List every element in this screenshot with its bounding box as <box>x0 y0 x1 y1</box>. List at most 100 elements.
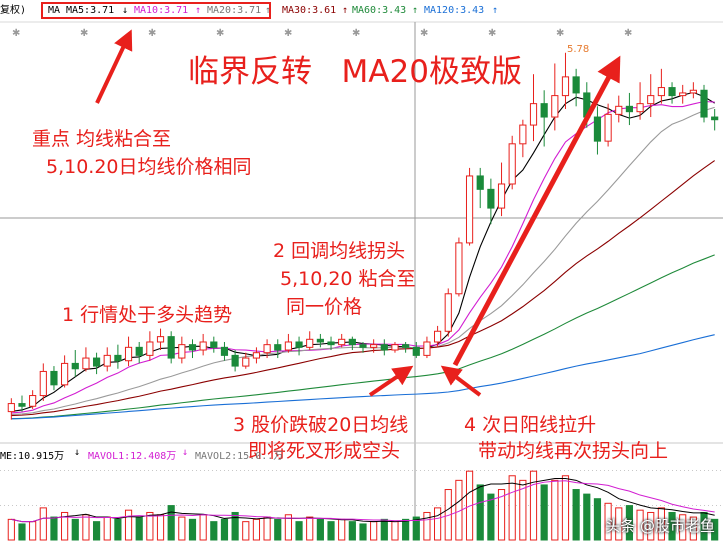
grid-dot <box>104 470 105 471</box>
grid-dot <box>368 505 369 506</box>
grid-dot <box>244 505 245 506</box>
volume-bar <box>508 475 516 541</box>
grid-dot <box>44 470 45 471</box>
grid-dot <box>644 470 645 471</box>
note-3-line2: 即将死叉形成空头 <box>248 440 401 462</box>
candlestick <box>476 167 484 209</box>
candle-body <box>167 336 175 359</box>
candlestick <box>338 333 346 348</box>
grid-dot <box>192 505 193 506</box>
grid-dot <box>432 505 433 506</box>
candle-body <box>61 362 69 386</box>
volume-bar <box>242 521 250 541</box>
candle-body <box>700 89 708 118</box>
arrow-breakout <box>452 55 621 367</box>
candlestick <box>103 347 111 372</box>
grid-dot <box>652 470 653 471</box>
candlestick <box>306 331 314 351</box>
note-2-line2: 5,10,20 粘合至 <box>280 268 416 290</box>
grid-dot <box>640 470 641 471</box>
grid-dot <box>476 470 477 471</box>
volume-bar <box>327 521 335 541</box>
candle-body <box>178 344 186 359</box>
grid-dot <box>464 505 465 506</box>
grid-dot <box>360 505 361 506</box>
grid-dot <box>424 505 425 506</box>
volume-bar <box>689 516 697 541</box>
grid-dot <box>332 505 333 506</box>
grid-dot <box>12 505 13 506</box>
grid-dot <box>412 505 413 506</box>
grid-dot <box>112 470 113 471</box>
candle-body <box>306 338 314 348</box>
grid-dot <box>252 505 253 506</box>
grid-dot <box>324 470 325 471</box>
grid-dot <box>452 470 453 471</box>
grid-dot <box>600 470 601 471</box>
candle-body <box>625 105 634 113</box>
grid-dot <box>20 470 21 471</box>
candlestick <box>135 341 143 364</box>
grid-dot <box>284 505 285 506</box>
volume-bar <box>338 518 346 541</box>
grid-dot <box>716 470 717 471</box>
candle-body <box>7 403 15 413</box>
grid-dot <box>228 505 229 506</box>
grid-dot <box>212 505 213 506</box>
candle-body <box>444 293 452 332</box>
grid-dot <box>476 505 477 506</box>
candlestick <box>82 347 90 372</box>
grid-dot <box>52 470 53 471</box>
candlestick <box>359 341 367 353</box>
grid-dot <box>232 505 233 506</box>
grid-dot <box>500 470 501 471</box>
grid-dot <box>264 505 265 506</box>
grid-dot <box>284 470 285 471</box>
grid-dot <box>4 470 5 471</box>
volume-bar <box>636 509 644 541</box>
candle-body <box>263 344 271 354</box>
grid-dot <box>612 470 613 471</box>
grid-dot <box>208 470 209 471</box>
volume-bar <box>540 484 548 541</box>
grid-dot <box>316 470 317 471</box>
candlestick <box>700 84 708 123</box>
candle-body <box>476 175 484 190</box>
ma20-value: MA20:3.71 <box>207 5 262 16</box>
grid-dot <box>508 505 509 506</box>
candlestick <box>146 331 154 361</box>
grid-dot <box>400 470 401 471</box>
ma60-value: MA60:3.43 <box>352 5 407 16</box>
grid-dot <box>196 470 197 471</box>
candlestick <box>497 162 506 217</box>
grid-dot <box>0 470 1 471</box>
grid-dot <box>160 505 161 506</box>
candle-body <box>103 354 111 367</box>
candlestick <box>274 339 282 359</box>
candle-body <box>29 395 37 407</box>
volume-bar <box>391 521 399 541</box>
candlestick <box>61 355 69 388</box>
volume-bar <box>61 511 69 541</box>
grid-dot <box>4 505 5 506</box>
grid-dot <box>568 470 569 471</box>
grid-dot <box>412 470 413 471</box>
grid-dot <box>532 470 533 471</box>
grid-dot <box>504 470 505 471</box>
grid-dot <box>540 470 541 471</box>
grid-dot <box>484 505 485 506</box>
grid-dot <box>280 470 281 471</box>
grid-dot <box>128 505 129 506</box>
candle-body <box>636 103 644 113</box>
candlestick <box>487 178 495 225</box>
grid-dot <box>444 505 445 506</box>
grid-dot <box>648 505 649 506</box>
grid-dot <box>24 470 25 471</box>
grid-dot <box>52 505 53 506</box>
grid-dot <box>188 505 189 506</box>
grid-dot <box>424 470 425 471</box>
grid-dot <box>632 470 633 471</box>
candlestick <box>252 347 261 364</box>
grid-dot <box>148 505 149 506</box>
candlestick <box>689 82 697 99</box>
